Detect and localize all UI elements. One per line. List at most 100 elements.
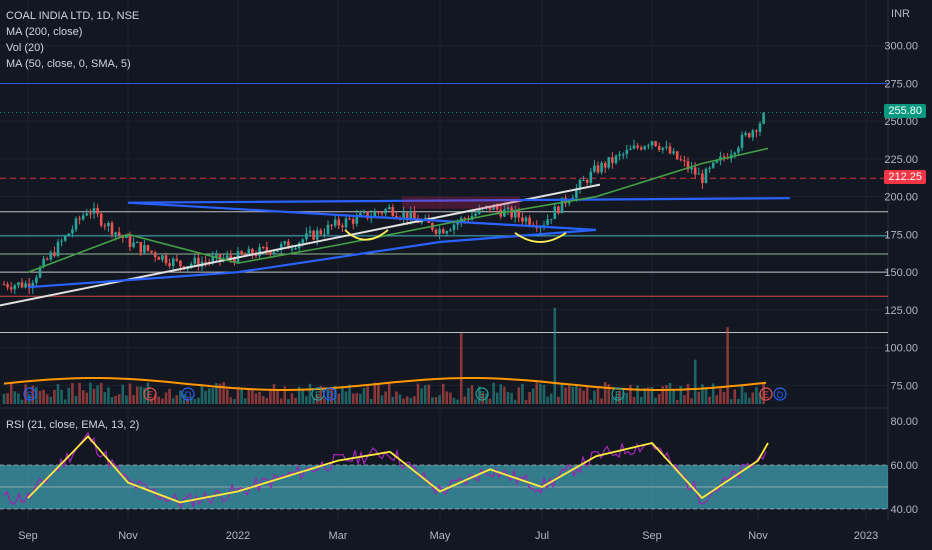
indicator-ma50[interactable]: MA (50, close, 0, SMA, 5) [6, 58, 131, 70]
candle-body [204, 261, 207, 263]
volume-bar [330, 387, 333, 404]
candle-body [697, 173, 701, 175]
candle-body [175, 258, 179, 261]
time-tick-label: May [430, 530, 451, 542]
volume-bar [31, 385, 35, 404]
volume-bar [747, 397, 751, 404]
volume-bar [510, 392, 513, 404]
candle-body [35, 277, 38, 283]
candle-body [13, 285, 17, 290]
candle-body [362, 211, 366, 213]
rsi-label[interactable]: RSI (21, close, EMA, 13, 2) [6, 419, 140, 431]
candle-body [758, 123, 762, 132]
volume-bar [53, 389, 56, 404]
candle-body [693, 167, 697, 175]
candle-body [711, 162, 715, 168]
candle-body [96, 208, 99, 214]
volume-bar [63, 399, 67, 404]
volume-bar [204, 390, 207, 404]
candle-body [337, 219, 341, 226]
volume-bar [81, 390, 85, 404]
volume-bar [117, 394, 121, 404]
candle-body [639, 147, 643, 150]
volume-bar [611, 397, 614, 404]
volume-bar [567, 385, 571, 404]
volume-bar [197, 397, 200, 404]
candle-body [6, 284, 9, 288]
candle-body [618, 154, 621, 156]
volume-bar [434, 397, 438, 404]
candle-body [546, 219, 549, 225]
pattern-arc [514, 232, 567, 243]
volume-ma-line [3, 377, 767, 391]
candle-body [575, 188, 578, 198]
time-axis[interactable]: Sep Nov 2022 Mar May Jul Sep Nov 2023 [18, 530, 878, 542]
candle-body [240, 251, 243, 255]
candle-body [31, 282, 35, 289]
candle-body [452, 224, 456, 230]
candle-body [27, 283, 31, 289]
candle-body [434, 229, 438, 234]
candle-body [211, 256, 215, 262]
volume-bar [125, 395, 128, 404]
candle-body [287, 241, 290, 249]
volume-bar [665, 385, 668, 404]
candle-body [56, 241, 60, 257]
indicator-ma200[interactable]: MA (200, close) [6, 26, 83, 38]
event-marker [773, 387, 787, 401]
rsi-tick-label: 80.00 [890, 416, 918, 428]
candle-body [611, 157, 614, 163]
volume-bar [326, 389, 330, 404]
candle-body [733, 152, 737, 155]
candle-body [344, 218, 348, 228]
volume-bar [416, 383, 420, 404]
volume-bar [297, 386, 301, 404]
candle-body [261, 247, 265, 249]
indicator-volume[interactable]: Vol (20) [6, 42, 44, 54]
candle-body [690, 167, 693, 170]
candle-body [114, 232, 117, 235]
currency-label: INR [891, 8, 910, 20]
candle-body [355, 215, 359, 224]
volume-bar [618, 391, 621, 404]
candle-body [521, 217, 524, 222]
candle-body [657, 146, 661, 150]
volume-bar [708, 396, 711, 404]
ma50-line [27, 147, 769, 273]
candle-body [193, 257, 197, 264]
time-tick-label: Sep [642, 530, 662, 542]
volume-bar [114, 395, 117, 404]
candle-body [171, 258, 175, 267]
volume-bar [17, 393, 20, 404]
candle-body [323, 233, 326, 235]
candle-body [17, 282, 20, 286]
volume-bar [348, 384, 351, 404]
candle-body [333, 219, 337, 226]
volume-bar [110, 397, 114, 404]
volume-bar [697, 391, 701, 404]
volume-bar [571, 386, 575, 404]
price-tick-label: 125.00 [884, 305, 918, 317]
volume-bar [535, 382, 539, 404]
volume-bar [423, 385, 427, 404]
volume-bar [222, 382, 225, 404]
candle-body [755, 130, 758, 132]
candle-body [150, 250, 153, 253]
candle-body [387, 207, 391, 210]
candle-body [683, 160, 686, 162]
candle-body [179, 260, 182, 267]
candle-body [373, 211, 377, 217]
candle-body [265, 247, 269, 252]
volume-bar [9, 382, 13, 404]
candle-body [629, 148, 632, 150]
candle-body [215, 253, 218, 257]
candle-body [308, 230, 312, 234]
volume-bar [236, 386, 240, 404]
price-axis[interactable]: 75.00 100.00 125.00 150.00 175.00 200.00 225.0… [884, 41, 918, 516]
candle-body [251, 248, 254, 256]
volume-bar [78, 382, 81, 404]
candle-body [463, 218, 467, 220]
candle-body [153, 252, 157, 258]
